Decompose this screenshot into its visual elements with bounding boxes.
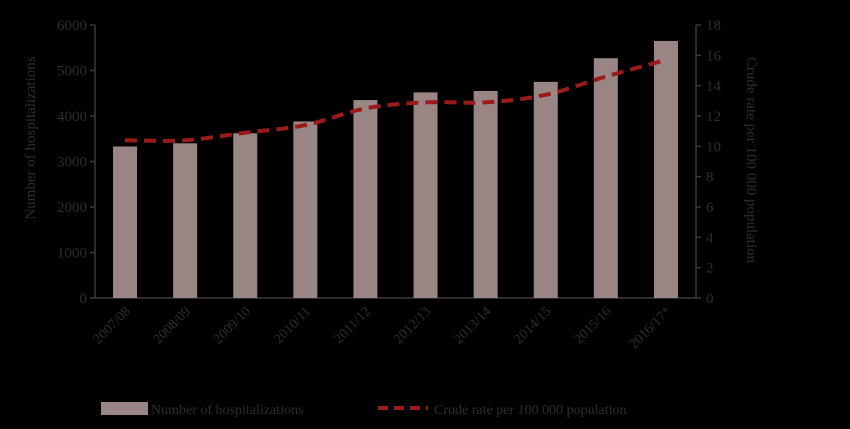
- bar: [173, 143, 198, 298]
- bar: [353, 100, 378, 298]
- line-series: [125, 57, 667, 143]
- legend-swatch-bars: [101, 402, 148, 415]
- left-tick-label: 0: [80, 291, 88, 307]
- left-tick-label: 2000: [57, 200, 87, 216]
- legend-label-line: Crude rate per 100 000 population: [434, 403, 626, 418]
- bar: [593, 58, 618, 299]
- right-tick-label: 8: [706, 170, 714, 186]
- bar: [413, 92, 438, 298]
- y-axis-label-left: Number of hospitalizations: [23, 56, 39, 219]
- legend: Number of hospitalizations Crude rate pe…: [101, 402, 626, 418]
- right-tick-label: 0: [706, 291, 714, 307]
- right-tick-label: 2: [706, 261, 714, 277]
- bar: [233, 133, 258, 298]
- right-tick-label: 18: [706, 18, 721, 34]
- right-tick-label: 4: [706, 230, 714, 246]
- right-tick-label: 10: [706, 139, 721, 155]
- bar: [473, 90, 498, 298]
- left-tick-label: 1000: [57, 246, 87, 262]
- left-axis-tick-labels: 0 1000 2000 3000 4000 5000 6000: [57, 18, 95, 307]
- bar: [293, 121, 318, 299]
- left-tick-label: 3000: [57, 155, 87, 171]
- y-axis-label-right: Crude rate per 100 000 population: [743, 57, 759, 264]
- right-axis-tick-labels: 0 2 4 6 8 10 12 14 16 18: [696, 18, 722, 307]
- bar-series: [113, 40, 678, 299]
- left-tick-label: 5000: [57, 64, 87, 80]
- left-tick-label: 6000: [57, 18, 87, 34]
- bar: [653, 40, 678, 299]
- crude-rate-line: [125, 57, 667, 143]
- right-tick-label: 14: [706, 79, 722, 95]
- right-tick-label: 6: [706, 200, 714, 216]
- right-tick-label: 16: [706, 48, 722, 64]
- legend-label-bars: Number of hospitalizations: [151, 403, 303, 418]
- bar: [113, 146, 138, 298]
- left-tick-label: 4000: [57, 109, 87, 125]
- bar: [533, 81, 558, 298]
- right-tick-label: 12: [706, 109, 721, 125]
